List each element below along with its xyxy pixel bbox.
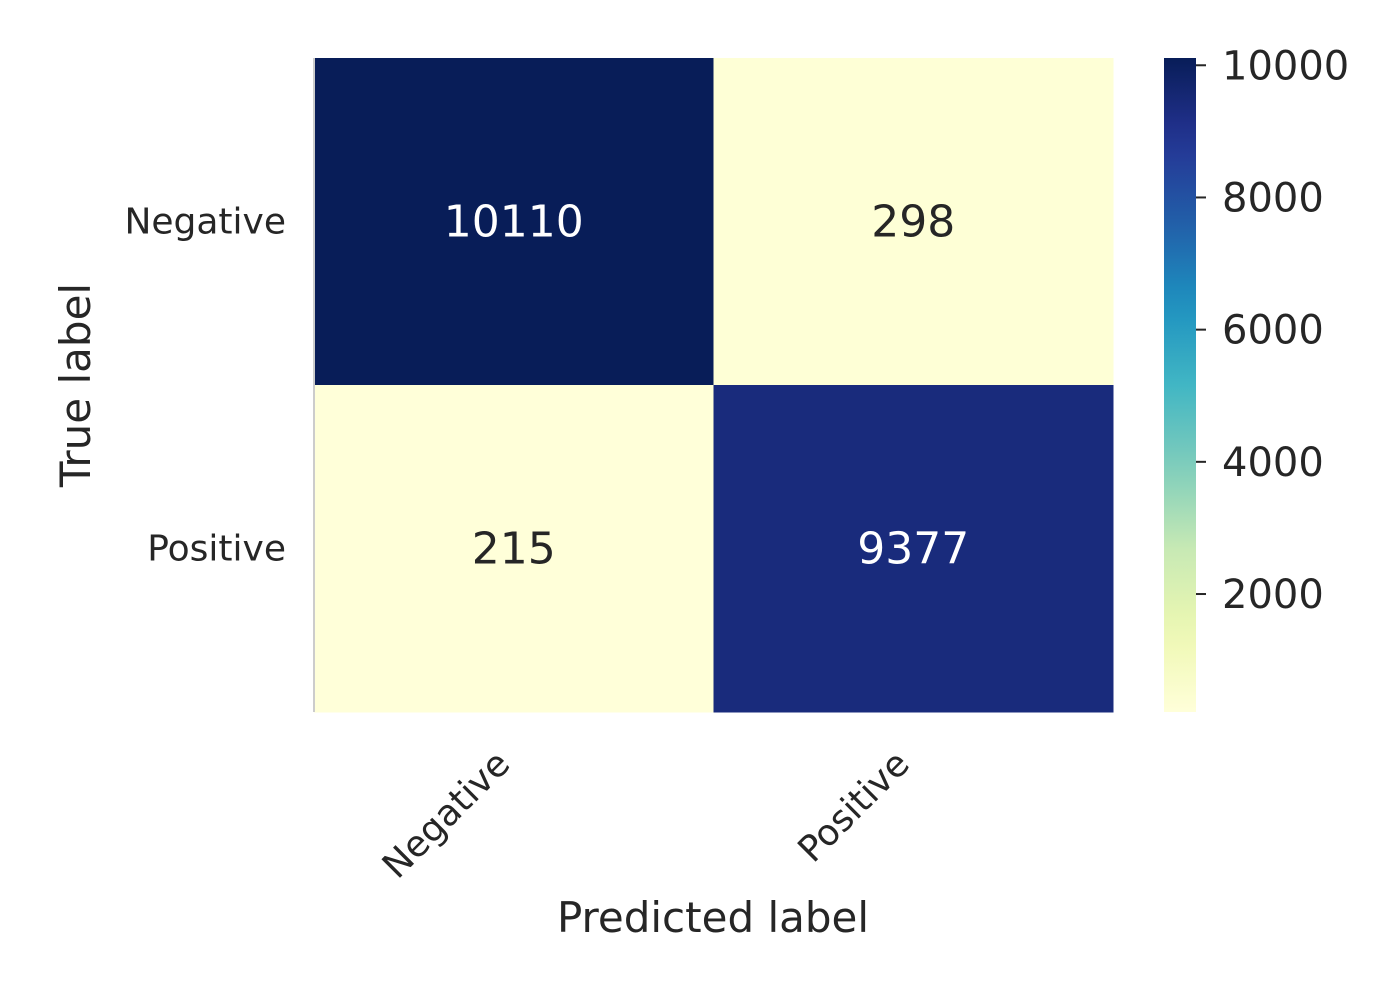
y-axis-label: True label — [51, 283, 100, 488]
y-tick-label: Negative — [124, 202, 286, 243]
colorbar-gradient — [1164, 58, 1196, 712]
heatmap-cell — [713, 385, 1114, 713]
cell-value-label: 10110 — [444, 197, 584, 248]
colorbar-tick-label: 8000 — [1222, 175, 1324, 221]
cell-value-label: 298 — [871, 197, 955, 248]
x-tick-label: Negative — [375, 743, 518, 886]
colorbar-tick-label: 4000 — [1222, 440, 1324, 486]
x-tick-labels: Negative Positive — [375, 743, 918, 886]
cell-value-labels: 10110 298 215 9377 — [444, 197, 969, 575]
y-tick-labels: Negative Positive — [124, 202, 286, 570]
colorbar: 2000 4000 6000 8000 10000 — [1164, 43, 1349, 712]
colorbar-ticks: 2000 4000 6000 8000 10000 — [1196, 43, 1349, 618]
cell-value-label: 9377 — [857, 524, 969, 575]
y-tick-label: Positive — [147, 529, 286, 570]
heatmap-cell — [314, 385, 714, 713]
colorbar-tick-label: 2000 — [1222, 572, 1324, 618]
x-tick-label: Positive — [790, 743, 917, 870]
heatmap-cells — [314, 58, 1114, 713]
x-axis-label: Predicted label — [557, 893, 869, 942]
colorbar-tick-label: 10000 — [1222, 43, 1349, 89]
colorbar-tick-label: 6000 — [1222, 308, 1324, 354]
cell-value-label: 215 — [472, 524, 556, 575]
heatmap-cell — [713, 58, 1114, 386]
heatmap-cell — [314, 58, 714, 386]
